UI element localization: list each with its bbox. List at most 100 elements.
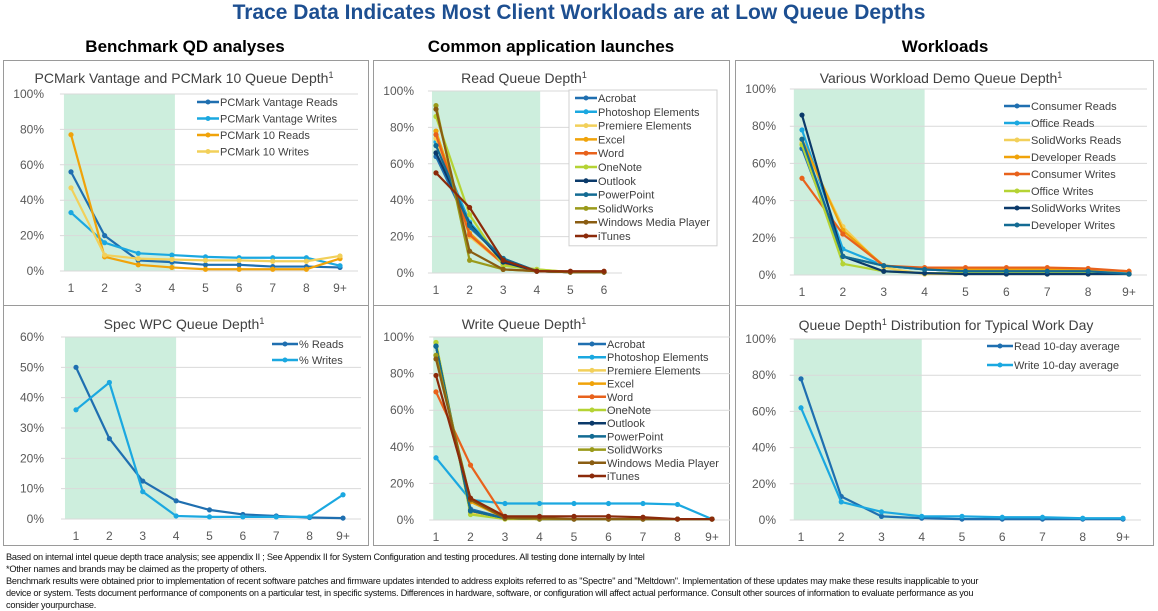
- x-tick-label: 7: [1044, 285, 1051, 299]
- legend-label: SolidWorks: [598, 203, 654, 215]
- legend-marker: [583, 233, 589, 239]
- data-point: [798, 405, 804, 411]
- x-tick-label: 8: [303, 281, 310, 295]
- data-point: [307, 514, 313, 520]
- footnote-line: Based on internal intel queue depth trac…: [6, 552, 645, 562]
- legend-marker: [589, 407, 595, 413]
- legend-label: % Reads: [299, 339, 344, 351]
- chart-title: Write Queue Depth1: [462, 316, 587, 332]
- legend-marker: [589, 394, 595, 400]
- legend-label: Outlook: [598, 176, 636, 188]
- data-point: [502, 500, 508, 507]
- y-tick-label: 40%: [20, 391, 44, 405]
- footnote-line: device or system. Tests document perform…: [6, 588, 974, 598]
- y-tick-label: 100%: [383, 84, 414, 98]
- x-tick-label: 4: [533, 283, 540, 297]
- data-point: [467, 204, 473, 211]
- legend-label: iTunes: [598, 231, 631, 243]
- x-tick-label: 7: [1039, 530, 1046, 544]
- footnotes: Based on internal intel queue depth trac…: [6, 551, 1156, 611]
- data-point: [467, 511, 474, 518]
- footnote-line: *Other names and brands may be claimed a…: [6, 564, 267, 574]
- data-point: [102, 252, 108, 258]
- y-tick-label: 20%: [20, 229, 44, 243]
- legend-marker: [583, 95, 589, 101]
- data-point: [500, 263, 506, 269]
- legend-label: Outlook: [607, 418, 645, 430]
- data-point: [1085, 268, 1091, 274]
- x-tick-label: 2: [467, 530, 474, 544]
- x-tick-label: 6: [236, 281, 243, 295]
- data-point: [799, 112, 805, 118]
- legend-marker: [583, 123, 589, 129]
- legend-marker: [1014, 222, 1020, 228]
- chart-svg: 0% 10% 20% 30% 40% 50% 60% 1 2 3 4 5 6 7 8 9+ Spec WPC Q…: [20, 316, 361, 543]
- column-heading-app-launches: Common application launches: [427, 37, 675, 56]
- y-tick-label: 80%: [20, 122, 44, 136]
- data-point: [73, 364, 79, 370]
- chart-workload-demo-queue-depth: 0% 20% 40% 60% 80% 100% 1 2 3 4 5 6 7 8 9+ Various Work…: [735, 60, 1154, 306]
- data-point: [467, 508, 474, 514]
- data-point: [999, 514, 1005, 520]
- x-tick-label: 2: [101, 281, 108, 295]
- legend-label: Windows Media Player: [598, 217, 710, 229]
- data-point: [605, 500, 612, 507]
- data-point: [202, 262, 209, 268]
- column-heading-benchmark: Benchmark QD analyses: [85, 37, 285, 56]
- data-point: [433, 150, 439, 156]
- y-tick-label: 80%: [390, 367, 414, 381]
- y-tick-label: 10%: [20, 482, 44, 496]
- legend-label: iTunes: [607, 471, 640, 483]
- legend-label: SolidWorks: [607, 445, 663, 457]
- legend-label: SolidWorks Writes: [1031, 203, 1121, 215]
- y-tick-label: 20%: [390, 230, 414, 244]
- x-tick-label: 4: [169, 281, 176, 295]
- data-point: [467, 232, 473, 238]
- x-tick-label: 5: [959, 530, 966, 544]
- data-point: [799, 136, 805, 142]
- data-point: [236, 262, 242, 268]
- legend-marker: [589, 354, 595, 360]
- chart-svg: 0% 20% 40% 60% 80% 100% 1 2 3 4 5 6 Read Queue Depth…: [383, 70, 718, 297]
- y-tick-label: 20%: [390, 476, 414, 490]
- data-point: [102, 233, 108, 239]
- x-tick-label: 1: [73, 529, 80, 543]
- data-point: [467, 462, 474, 468]
- data-point: [838, 499, 844, 505]
- data-point: [202, 266, 209, 272]
- data-point: [135, 262, 141, 268]
- y-tick-label: 40%: [390, 440, 414, 454]
- data-point: [236, 257, 242, 263]
- data-point: [433, 106, 439, 112]
- legend-marker: [589, 433, 595, 439]
- data-point: [106, 379, 112, 386]
- x-tick-label: 4: [536, 530, 543, 544]
- data-point: [1126, 271, 1132, 277]
- x-tick-label: 1: [433, 530, 440, 544]
- footnote-line: Benchmark results were obtained prior to…: [6, 576, 979, 586]
- data-point: [799, 175, 805, 181]
- x-tick-label: 3: [502, 530, 509, 544]
- chart-pcmark-queue-depth: 0% 20% 40% 60% 80% 100% 1 2 3 4 5 6 7 8 9+ PCMark Vanta…: [3, 60, 369, 306]
- y-tick-label: 40%: [20, 193, 44, 207]
- data-point: [433, 372, 439, 379]
- y-tick-label: 100%: [745, 332, 776, 346]
- data-point: [840, 231, 846, 237]
- legend-label: Word: [607, 392, 633, 404]
- data-point: [1044, 268, 1050, 274]
- data-point: [502, 513, 508, 519]
- chart-svg: 0% 20% 40% 60% 80% 100% 1 2 3 4 5 6 7 8 9+ Queue Depth1…: [745, 317, 1141, 544]
- data-point: [919, 513, 925, 519]
- x-tick-label: 3: [135, 281, 142, 295]
- data-point: [674, 516, 681, 522]
- y-tick-label: 80%: [752, 119, 776, 133]
- data-point: [962, 264, 969, 271]
- legend-marker: [282, 341, 288, 347]
- x-tick-label: 4: [918, 530, 925, 544]
- legend-label: Photoshop Elements: [607, 352, 709, 364]
- legend-marker: [583, 164, 589, 170]
- data-point: [467, 223, 473, 229]
- data-point: [135, 250, 141, 256]
- legend-label: PCMark Vantage Reads: [220, 97, 338, 109]
